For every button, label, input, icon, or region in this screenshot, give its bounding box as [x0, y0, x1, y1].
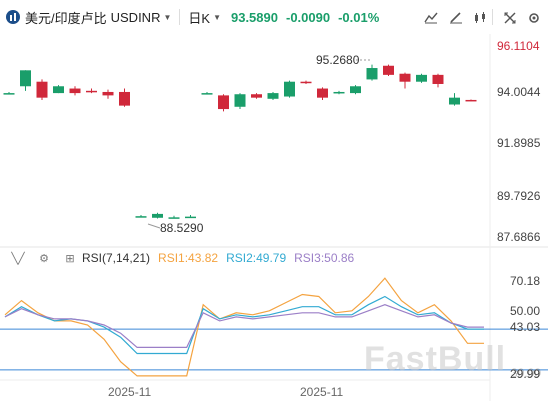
candle-body[interactable]: [399, 73, 411, 82]
rsi3-line: [4, 304, 484, 348]
candle-body[interactable]: [284, 81, 295, 97]
candle-body[interactable]: [267, 93, 279, 99]
rsi1-value: RSI1:43.82: [158, 251, 219, 265]
candle-body[interactable]: [119, 91, 130, 106]
high-price-annotation: 95.2680: [316, 53, 360, 67]
annotation-leader: [147, 223, 161, 229]
candlestick-series: [3, 64, 477, 219]
candle-body[interactable]: [251, 94, 262, 98]
app-logo-icon: [6, 10, 20, 24]
rsi-tick-label: 43.03: [510, 320, 540, 334]
y-tick-label: 89.7926: [497, 189, 541, 203]
y-tick-label: 91.8985: [497, 136, 541, 150]
candle-body[interactable]: [3, 93, 15, 95]
candle-body[interactable]: [69, 88, 81, 94]
candle-body[interactable]: [383, 65, 394, 75]
candle-body[interactable]: [53, 86, 64, 94]
rsi-tick-label: 50.00: [510, 304, 540, 318]
candle-type-icon[interactable]: [470, 9, 490, 27]
divider: [179, 9, 181, 25]
candle-body[interactable]: [102, 91, 114, 96]
chevron-down-icon[interactable]: ▼: [213, 12, 221, 22]
candle-body[interactable]: [135, 216, 147, 218]
draw-icon[interactable]: [446, 9, 466, 27]
expand-icon[interactable]: ⊞: [65, 252, 75, 265]
candle-body[interactable]: [465, 99, 477, 102]
candle-body[interactable]: [86, 90, 97, 93]
price-change-percent: -0.01%: [338, 9, 380, 25]
price-change: -0.0090: [285, 9, 331, 25]
indicator-icon[interactable]: [421, 9, 441, 27]
rsi-indicator-name[interactable]: RSI(7,14,21): [82, 251, 151, 265]
candle-body[interactable]: [350, 86, 361, 94]
fullscreen-icon[interactable]: [500, 9, 520, 27]
candle-body[interactable]: [185, 216, 196, 219]
watermark: FastBull: [364, 340, 507, 378]
candle-body[interactable]: [234, 94, 246, 107]
divider: [492, 9, 493, 25]
chevron-down-icon[interactable]: ▼: [163, 12, 172, 22]
rsi-series: [0, 277, 548, 377]
y-tick-label: 96.1104: [497, 39, 540, 53]
pair-code-selector[interactable]: USDINR: [110, 9, 161, 25]
low-price-annotation: 88.5290: [160, 221, 204, 235]
candle-body[interactable]: [36, 81, 48, 98]
period-selector[interactable]: 日K: [188, 10, 211, 26]
candle-body[interactable]: [300, 81, 312, 84]
rsi-legend: ╲╱ ⚙ ⊞ RSI(7,14,21) RSI1:43.82 RSI2:49.7…: [0, 249, 354, 267]
rsi3-value: RSI3:50.86: [294, 251, 355, 265]
candle-body[interactable]: [333, 91, 345, 94]
candle-body[interactable]: [416, 74, 427, 82]
chart-toolbar: 美元/印度卢比 USDINR ▼ 日K ▼ 93.5890 -0.0090 -0…: [0, 0, 548, 34]
rsi-tick-label: 29.99: [510, 367, 540, 381]
rsi-tick-label: 70.18: [510, 274, 540, 288]
rsi1-line: [4, 277, 484, 377]
x-tick-label: 2025-11: [108, 385, 151, 399]
candle-body[interactable]: [168, 217, 180, 219]
candle-body[interactable]: [152, 213, 163, 218]
rsi-tick-label-secondary: 30.00: [511, 366, 541, 380]
gear-icon[interactable]: ⚙: [39, 252, 49, 265]
x-tick-label: 2025-11: [300, 385, 343, 399]
candle-body[interactable]: [201, 93, 213, 95]
candle-body[interactable]: [218, 95, 229, 110]
pair-name: 美元/印度卢比: [25, 10, 107, 26]
settings-icon[interactable]: [524, 9, 544, 27]
candle-body[interactable]: [366, 68, 378, 80]
candle-body[interactable]: [20, 70, 31, 87]
collapse-icon[interactable]: ╲╱: [11, 252, 25, 265]
rsi2-value: RSI2:49.79: [226, 251, 287, 265]
last-price: 93.5890: [230, 9, 278, 25]
y-tick-label: 94.0044: [497, 85, 541, 99]
candle-body[interactable]: [432, 74, 444, 84]
candle-body[interactable]: [317, 88, 328, 98]
y-tick-label: 87.6866: [497, 230, 541, 244]
candle-body[interactable]: [449, 97, 460, 105]
